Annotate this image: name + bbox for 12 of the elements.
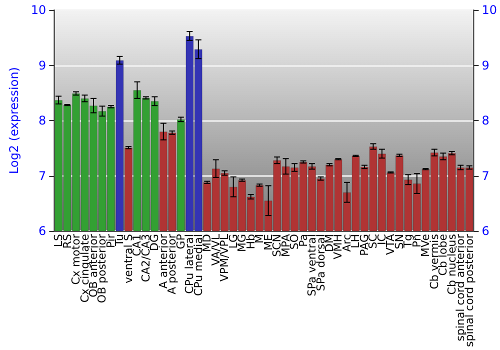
y2-tick-label: 7 xyxy=(482,168,490,183)
y-tick-label: 9 xyxy=(38,58,46,72)
y2-tick-label: 10 xyxy=(482,3,498,17)
y2-tick-label: 9 xyxy=(482,58,490,72)
y-tick-label: 7 xyxy=(38,168,46,183)
y-axis-title: Log2 (expression) xyxy=(7,67,21,174)
y-tick-label: 6 xyxy=(38,224,46,238)
y2-tick-label: 6 xyxy=(482,224,490,238)
y-tick-label: 8 xyxy=(38,114,46,128)
y2-tick-label: 8 xyxy=(482,114,490,128)
x-tick-label: A posterior xyxy=(166,234,179,294)
y-tick-label: 10 xyxy=(30,3,46,17)
